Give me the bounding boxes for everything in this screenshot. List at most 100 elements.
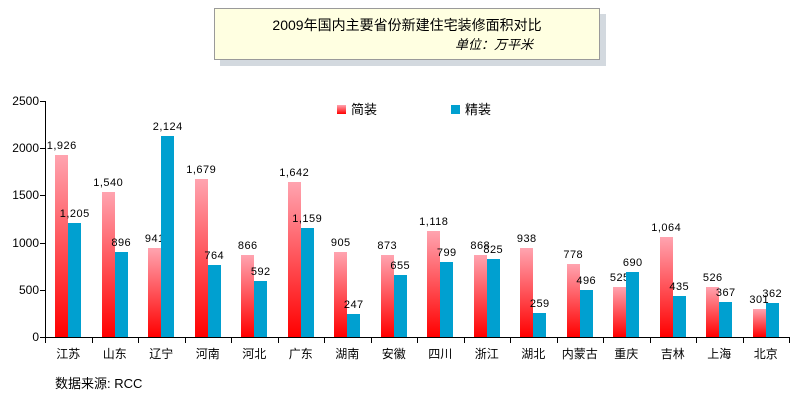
x-axis-tick bbox=[277, 337, 279, 343]
bar-value-label: 435 bbox=[669, 281, 690, 293]
bar-value-label: 247 bbox=[343, 299, 364, 311]
legend-item-jingzhuang: 精装 bbox=[451, 103, 491, 116]
x-axis-tick bbox=[742, 337, 744, 343]
bar-value-label: 866 bbox=[237, 240, 258, 252]
x-axis-tick bbox=[45, 337, 46, 343]
x-axis-category-label: 湖北 bbox=[521, 347, 546, 361]
legend-swatch-blue bbox=[451, 105, 460, 114]
x-axis-category-label: 上海 bbox=[707, 347, 732, 361]
x-axis-tick bbox=[696, 337, 697, 343]
bar-value-label: 525 bbox=[609, 272, 630, 284]
y-axis-line bbox=[45, 101, 46, 338]
bar-value-label: 799 bbox=[436, 247, 457, 259]
bar-value-label: 825 bbox=[483, 244, 504, 256]
bar-精装 bbox=[719, 302, 733, 337]
y-axis-tick bbox=[40, 195, 45, 197]
y-axis-tick-label: 0 bbox=[32, 330, 39, 344]
bar-value-label: 362 bbox=[762, 288, 783, 300]
bar-简装 bbox=[473, 255, 487, 337]
bar-value-label: 367 bbox=[715, 287, 736, 299]
legend-item-jianzhuang: 简装 bbox=[337, 103, 377, 116]
y-axis-tick-label: 2000 bbox=[12, 141, 39, 156]
bar-精装 bbox=[533, 313, 547, 337]
bar-精装 bbox=[765, 303, 779, 337]
bar-简装 bbox=[287, 182, 301, 337]
bar-精装 bbox=[347, 314, 361, 337]
y-axis-tick-label: 2500 bbox=[12, 94, 39, 108]
bar-value-label: 938 bbox=[516, 233, 537, 245]
bar-简装 bbox=[566, 264, 580, 337]
legend-label: 简装 bbox=[351, 102, 378, 117]
x-axis-category-label: 广东 bbox=[288, 347, 313, 361]
y-axis-tick-label: 1500 bbox=[12, 188, 39, 203]
bar-value-label: 1,159 bbox=[292, 213, 323, 225]
bar-value-label: 873 bbox=[377, 240, 398, 252]
bar-简装 bbox=[752, 309, 766, 337]
x-axis-category-label: 浙江 bbox=[474, 347, 499, 361]
bar-value-label: 1,540 bbox=[93, 177, 124, 189]
legend-label: 精装 bbox=[465, 102, 492, 117]
chart-unit-label: 单位：万平米 bbox=[454, 37, 533, 52]
x-axis-category-label: 安徽 bbox=[381, 347, 406, 361]
chart-title-box: 2009年国内主要省份新建住宅装修面积对比 单位：万平米 bbox=[214, 8, 600, 60]
chart-title: 2009年国内主要省份新建住宅装修面积对比 bbox=[272, 17, 542, 33]
bar-简装 bbox=[148, 248, 162, 337]
bar-简装 bbox=[613, 287, 627, 337]
bar-value-label: 1,064 bbox=[651, 222, 682, 234]
x-axis-tick bbox=[370, 337, 372, 343]
bar-简装 bbox=[241, 255, 255, 337]
bar-精装 bbox=[207, 265, 221, 337]
x-axis-tick bbox=[789, 337, 790, 343]
y-axis-tick bbox=[40, 148, 45, 150]
bar-value-label: 690 bbox=[622, 257, 643, 269]
y-axis-tick bbox=[40, 337, 45, 338]
legend: 简装 精装 bbox=[0, 103, 796, 117]
x-axis-tick bbox=[510, 337, 511, 343]
bar-value-label: 764 bbox=[204, 250, 225, 262]
x-axis-tick bbox=[463, 337, 465, 343]
x-axis-category-label: 北京 bbox=[753, 347, 778, 361]
bar-value-label: 592 bbox=[250, 266, 271, 278]
bar-value-label: 301 bbox=[749, 294, 770, 306]
x-axis-category-label: 湖南 bbox=[335, 347, 360, 361]
bar-value-label: 1,642 bbox=[279, 167, 310, 179]
y-axis-tick-label: 500 bbox=[18, 282, 39, 297]
bar-value-label: 526 bbox=[702, 272, 723, 284]
bar-value-label: 905 bbox=[330, 237, 351, 249]
bar-精装 bbox=[393, 275, 407, 337]
x-axis-tick bbox=[138, 337, 139, 343]
x-axis-category-label: 山东 bbox=[102, 347, 127, 361]
y-axis-tick-label: 1000 bbox=[12, 235, 39, 250]
bar-简装 bbox=[659, 237, 673, 337]
x-axis-category-label: 重庆 bbox=[614, 347, 639, 361]
x-axis-category-label: 江苏 bbox=[56, 347, 81, 361]
x-axis-category-label: 河北 bbox=[242, 347, 267, 361]
bar-精装 bbox=[68, 223, 82, 337]
y-axis-tick bbox=[40, 101, 45, 102]
bar-精装 bbox=[440, 262, 454, 337]
bar-value-label: 496 bbox=[576, 275, 597, 287]
x-axis-tick bbox=[91, 337, 93, 343]
legend-swatch-red bbox=[337, 105, 346, 114]
bar-精装 bbox=[626, 272, 640, 337]
bar-精装 bbox=[114, 252, 128, 337]
bar-value-label: 1,118 bbox=[419, 216, 449, 228]
bar-value-label: 1,205 bbox=[59, 208, 90, 220]
bar-value-label: 868 bbox=[470, 240, 491, 252]
bar-value-label: 655 bbox=[390, 260, 411, 272]
bar-精装 bbox=[161, 136, 175, 337]
bar-value-label: 259 bbox=[529, 298, 550, 310]
x-axis-tick bbox=[231, 337, 232, 343]
bar-简装 bbox=[427, 231, 441, 337]
x-axis-tick bbox=[184, 337, 186, 343]
bar-简装 bbox=[380, 255, 394, 337]
x-axis-category-label: 吉林 bbox=[660, 347, 685, 361]
bar-value-label: 941 bbox=[144, 233, 165, 245]
bar-简装 bbox=[706, 287, 720, 337]
y-axis-tick bbox=[40, 242, 45, 244]
bar-value-label: 2,124 bbox=[152, 121, 183, 133]
x-axis-category-label: 河南 bbox=[195, 347, 220, 361]
bar-简装 bbox=[334, 252, 348, 337]
